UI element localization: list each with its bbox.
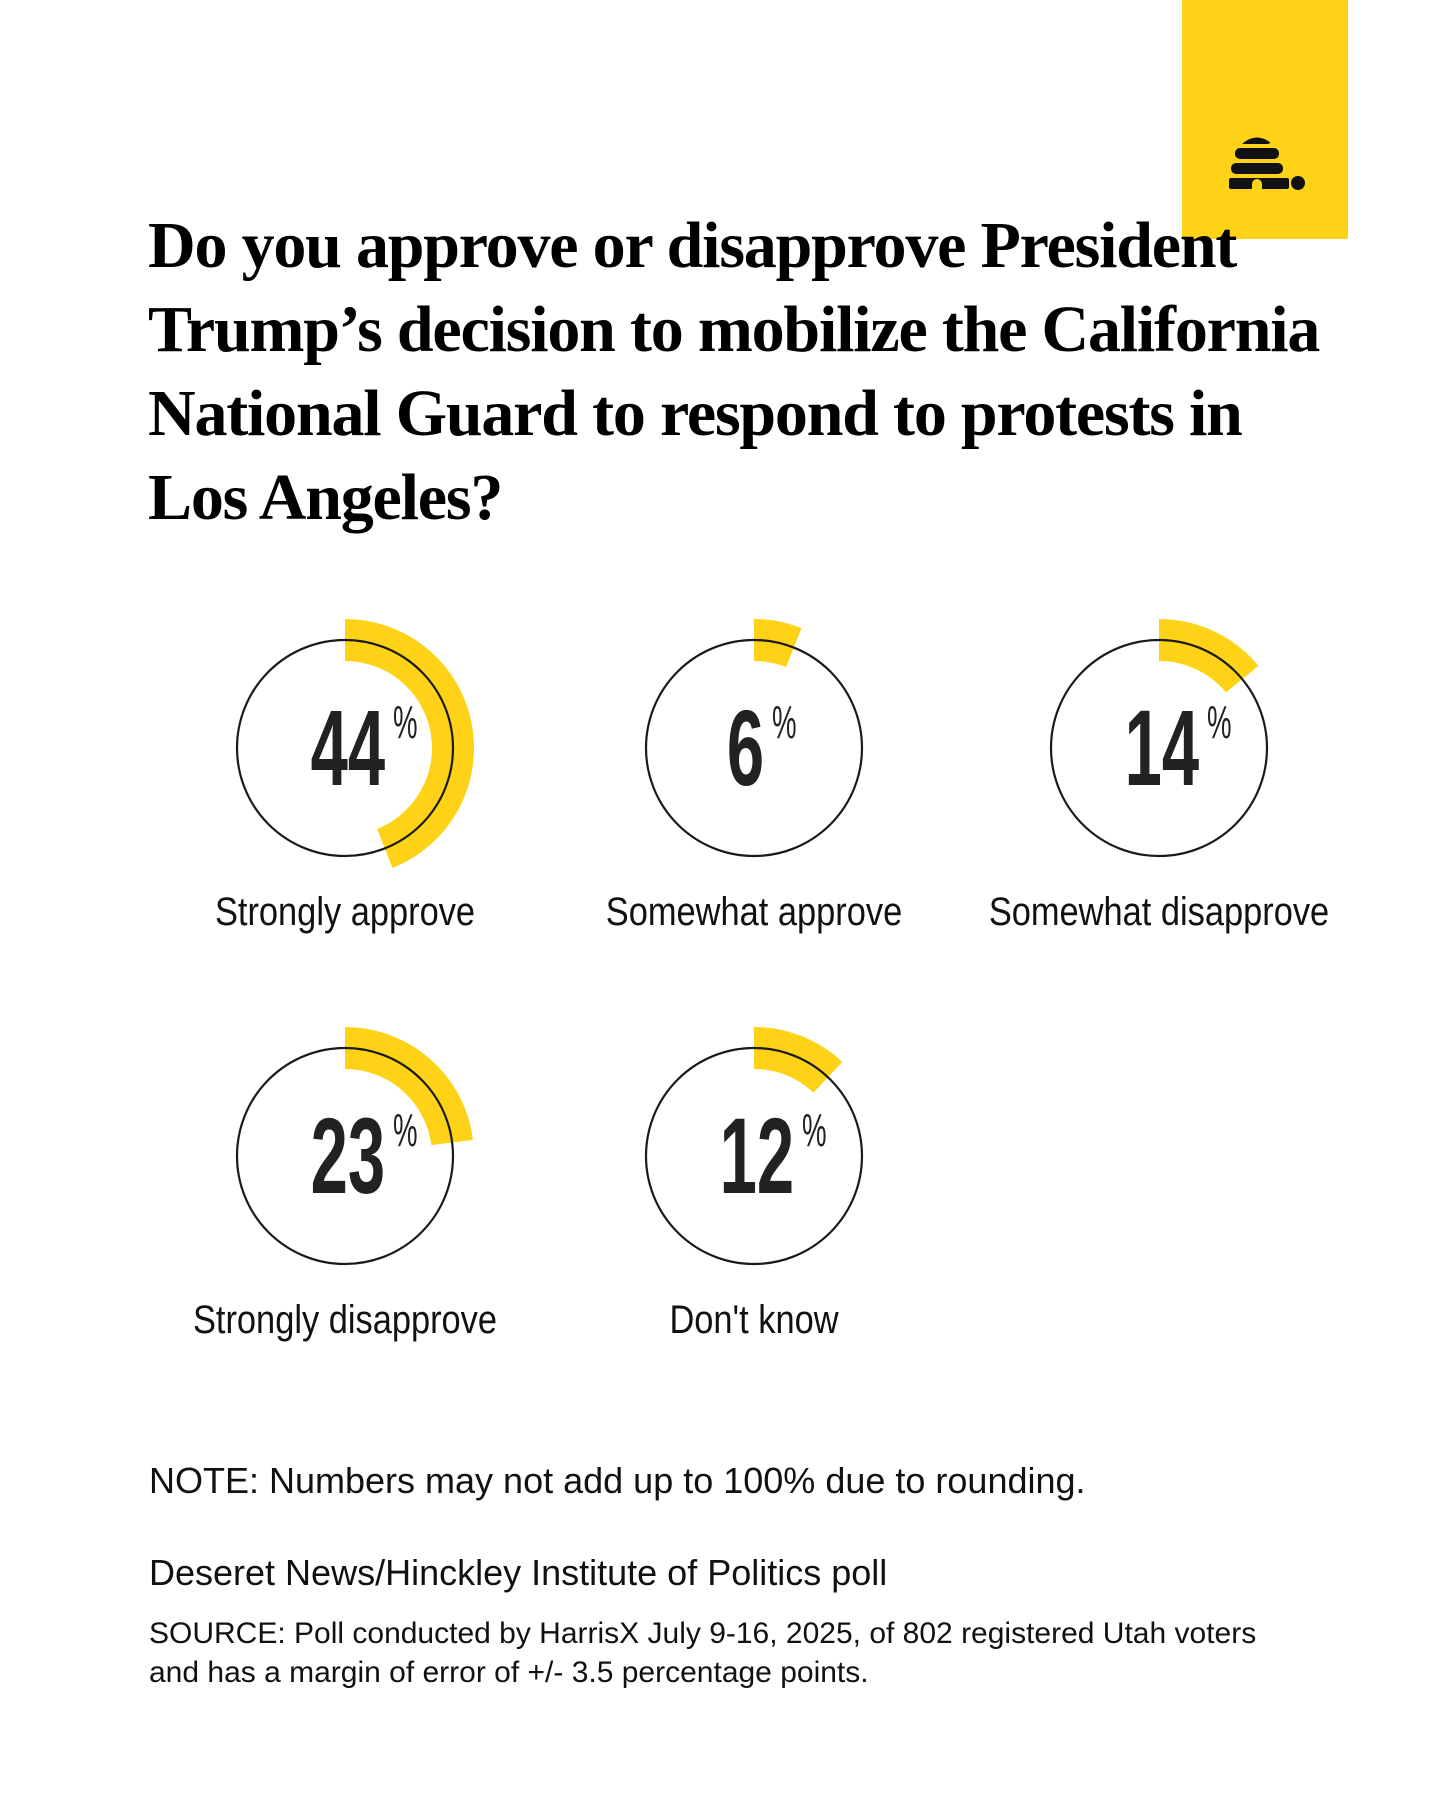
outline-circle [644, 638, 864, 858]
value-number: 6 [726, 687, 765, 808]
value-label: 12% [604, 1101, 904, 1211]
outline-circle [235, 1046, 455, 1266]
category-label: Somewhat approve [605, 890, 903, 934]
outline-circle [644, 1046, 864, 1266]
donut-strongly-approve: 44% [195, 598, 495, 898]
value-arc [1158, 619, 1259, 694]
value-number: 14 [1124, 687, 1200, 808]
percent-sign: % [1207, 696, 1232, 748]
category-label: Don't know [669, 1298, 839, 1342]
category-label: Strongly approve [214, 890, 476, 934]
donut-somewhat-disapprove: 14% [1009, 598, 1309, 898]
donut-don-t-know: 12% [604, 1006, 904, 1306]
value-number: 12 [719, 1095, 795, 1216]
percent-sign: % [802, 1104, 827, 1156]
category-label: Somewhat disapprove [988, 890, 1330, 934]
value-label: 6% [604, 693, 904, 803]
value-label: 14% [1009, 693, 1309, 803]
footnote: NOTE: Numbers may not add up to 100% due… [149, 1460, 1086, 1501]
percent-sign: % [393, 1104, 418, 1156]
beehive-logo-icon [1229, 137, 1305, 190]
value-arc [753, 1027, 843, 1094]
outline-circle [1049, 638, 1269, 858]
donut-strongly-disapprove: 23% [195, 1006, 495, 1306]
value-number: 23 [310, 1095, 386, 1216]
value-label: 23% [195, 1101, 495, 1211]
category-label: Strongly disapprove [192, 1298, 498, 1342]
value-number: 44 [310, 687, 386, 808]
chart-title: Do you approve or disapprove President T… [148, 209, 1320, 534]
percent-sign: % [772, 696, 797, 748]
percent-sign: % [393, 696, 418, 748]
donut-somewhat-approve: 6% [604, 598, 904, 898]
poll-name: Deseret News/Hinckley Institute of Polit… [149, 1552, 888, 1593]
outline-circle [235, 638, 455, 858]
logo-box [1182, 0, 1348, 239]
source-text: SOURCE: Poll conducted by HarrisX July 9… [149, 1617, 1257, 1689]
value-label: 44% [195, 693, 495, 803]
